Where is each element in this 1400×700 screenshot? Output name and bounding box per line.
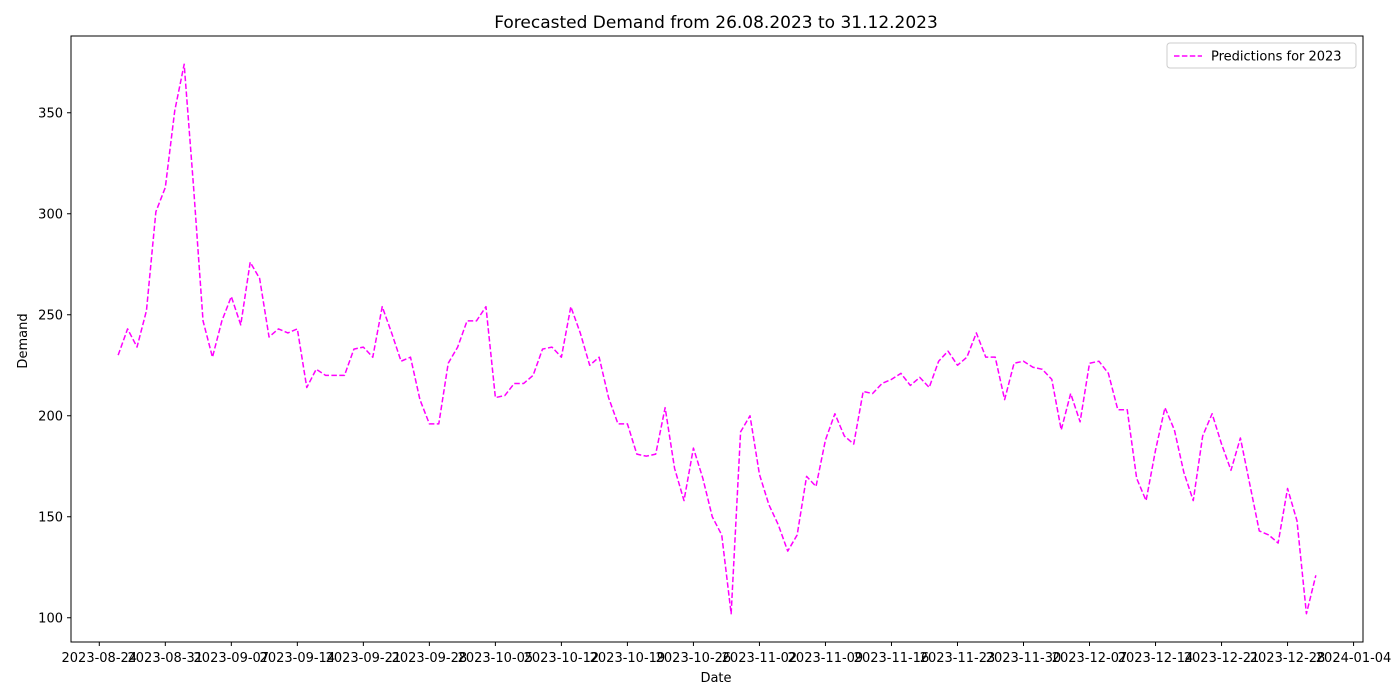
x-tick-label: 2023-09-07 [194, 651, 270, 666]
x-tick-label: 2023-12-21 [1184, 651, 1260, 666]
x-tick-label: 2023-11-09 [788, 651, 864, 666]
y-tick-label: 250 [38, 308, 63, 323]
legend-label: Predictions for 2023 [1211, 50, 1342, 65]
x-tick-label: 2023-11-02 [722, 651, 798, 666]
y-tick-label: 150 [38, 510, 63, 525]
x-tick-label: 2023-10-19 [590, 651, 666, 666]
x-tick-label: 2023-11-23 [920, 651, 996, 666]
legend-box [1166, 42, 1357, 69]
plot-area [117, 63, 1317, 615]
y-tick-label: 300 [38, 207, 63, 222]
x-tick-label: 2023-11-30 [986, 651, 1062, 666]
x-tick-label: 2023-10-26 [656, 651, 732, 666]
chart-title: Forecasted Demand from 26.08.2023 to 31.… [494, 13, 938, 33]
y-tick-label: 200 [38, 409, 63, 424]
x-tick-label: 2023-08-31 [128, 651, 204, 666]
x-tick-label: 2023-11-16 [854, 651, 930, 666]
x-tick-label: 2023-09-14 [260, 651, 336, 666]
x-tick-label: 2023-09-28 [392, 651, 468, 666]
series-line-predictions [117, 63, 1317, 615]
x-axis-label: Date [700, 671, 731, 686]
y-axis-label: Demand [16, 313, 31, 368]
plot-frame [70, 35, 1364, 643]
x-axis: 2023-08-242023-08-312023-09-072023-09-14… [62, 642, 1392, 666]
x-tick-label: 2023-09-21 [326, 651, 402, 666]
x-tick-label: 2023-12-28 [1250, 651, 1326, 666]
x-tick-label: 2023-10-05 [458, 651, 534, 666]
y-tick-label: 350 [38, 106, 63, 121]
x-tick-label: 2023-10-12 [524, 651, 600, 666]
y-axis: 100 150 200 250 300 350 [38, 106, 71, 626]
x-tick-label: 2024-01-04 [1316, 651, 1392, 666]
y-tick-label: 100 [38, 611, 63, 626]
x-tick-label: 2023-08-24 [62, 651, 138, 666]
x-tick-label: 2023-12-14 [1118, 651, 1194, 666]
x-tick-label: 2023-12-07 [1052, 651, 1128, 666]
legend: Predictions for 2023 [1166, 42, 1357, 69]
